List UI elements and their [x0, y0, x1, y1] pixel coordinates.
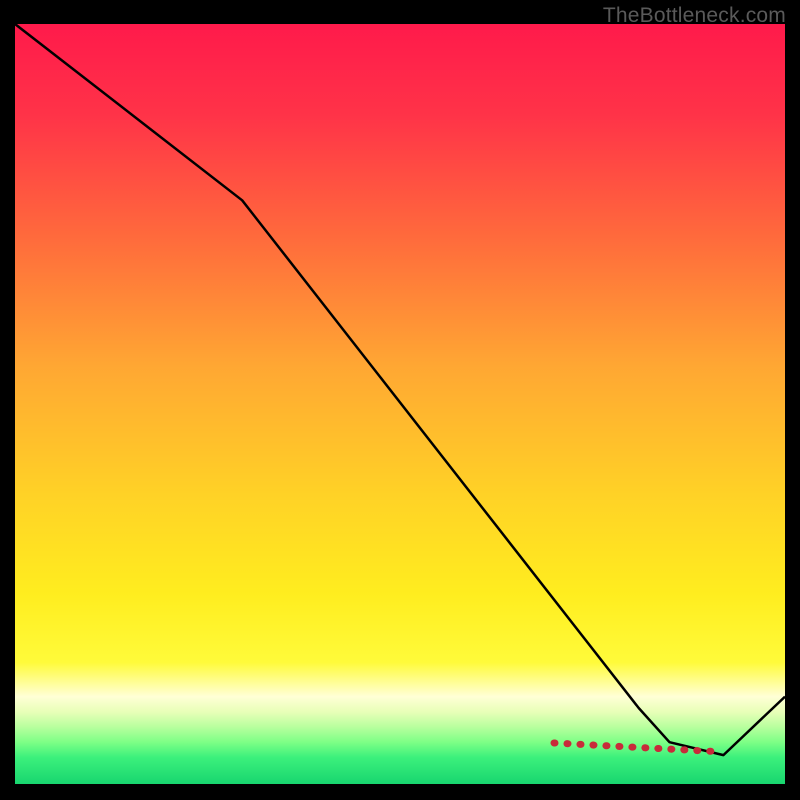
chart-svg	[15, 24, 785, 784]
plot-area	[15, 24, 785, 784]
chart-container: { "chart": { "type": "line", "watermark"…	[0, 0, 800, 800]
